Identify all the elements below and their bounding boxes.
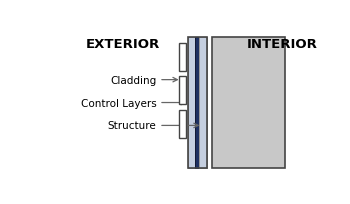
Bar [212, 38, 285, 168]
Text: EXTERIOR: EXTERIOR [85, 38, 160, 51]
Bar [195, 38, 199, 168]
Bar [179, 44, 187, 72]
Text: INTERIOR: INTERIOR [247, 38, 318, 51]
Text: Control Layers: Control Layers [80, 98, 156, 108]
Text: Cladding: Cladding [110, 75, 156, 85]
Bar [179, 111, 187, 138]
Bar [179, 77, 187, 105]
Bar [188, 38, 207, 168]
Text: Structure: Structure [107, 121, 156, 131]
Bar [199, 38, 207, 168]
Bar [188, 38, 195, 168]
